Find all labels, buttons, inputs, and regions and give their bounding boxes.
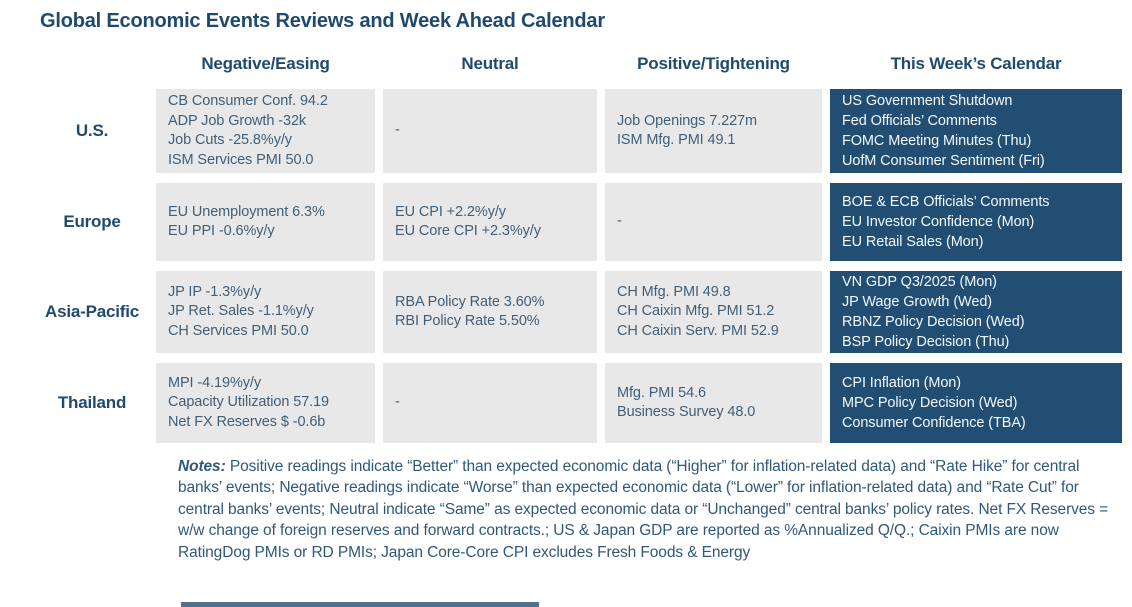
cell-us-neutral: - — [383, 89, 597, 173]
cell-us-calendar: US Government Shutdown Fed Officials’ Co… — [830, 89, 1122, 173]
cell-europe-neutral: EU CPI +2.2%y/y EU Core CPI +2.3%y/y — [383, 183, 597, 261]
table-corner-spacer — [36, 49, 148, 79]
cell-thailand-calendar: CPI Inflation (Mon) MPC Policy Decision … — [830, 363, 1122, 443]
notes: Notes: Positive readings indicate “Bette… — [178, 456, 1124, 563]
row-label-europe: Europe — [36, 183, 148, 261]
events-table: Negative/Easing Neutral Positive/Tighten… — [36, 49, 1132, 443]
cell-asia-pacific-calendar: VN GDP Q3/2025 (Mon) JP Wage Growth (Wed… — [830, 271, 1122, 353]
row-label-thailand: Thailand — [36, 363, 148, 443]
cell-asia-pacific-negative: JP IP -1.3%y/y JP Ret. Sales -1.1%y/y CH… — [156, 271, 375, 353]
cell-us-negative: CB Consumer Conf. 94.2 ADP Job Growth -3… — [156, 89, 375, 173]
column-header-neutral: Neutral — [461, 54, 519, 73]
report-page: Global Economic Events Reviews and Week … — [0, 10, 1132, 607]
page-title: Global Economic Events Reviews and Week … — [40, 10, 605, 32]
cell-thailand-negative: MPI -4.19%y/y Capacity Utilization 57.19… — [156, 363, 375, 443]
row-label-thailand-text: Thailand — [57, 393, 127, 412]
row-label-europe-text: Europe — [63, 212, 121, 231]
row-label-us: U.S. — [36, 89, 148, 173]
column-header-this-weeks-calendar: This Week’s Calendar — [890, 54, 1062, 73]
cell-europe-negative: EU Unemployment 6.3% EU PPI -0.6%y/y — [156, 183, 375, 261]
column-header-negative-easing: Negative/Easing — [201, 54, 330, 73]
cell-europe-positive: - — [605, 183, 822, 261]
cell-us-positive: Job Openings 7.227m ISM Mfg. PMI 49.1 — [605, 89, 822, 173]
column-header-positive-tightening: Positive/Tightening — [637, 54, 790, 73]
notes-label: Notes: — [178, 458, 226, 475]
row-label-asia-pacific-text: Asia-Pacific — [45, 302, 139, 321]
row-label-asia-pacific: Asia-Pacific — [36, 271, 148, 353]
cell-asia-pacific-positive: CH Mfg. PMI 49.8 CH Caixin Mfg. PMI 51.2… — [605, 271, 822, 353]
cell-europe-calendar: BOE & ECB Officials’ Comments EU Investo… — [830, 183, 1122, 261]
cell-thailand-neutral: - — [383, 363, 597, 443]
cropped-bottom-element — [181, 602, 539, 607]
cell-thailand-positive: Mfg. PMI 54.6 Business Survey 48.0 — [605, 363, 822, 443]
notes-text: Positive readings indicate “Better” than… — [178, 458, 1109, 561]
row-label-us-text: U.S. — [75, 121, 109, 140]
cell-asia-pacific-neutral: RBA Policy Rate 3.60% RBI Policy Rate 5.… — [383, 271, 597, 353]
